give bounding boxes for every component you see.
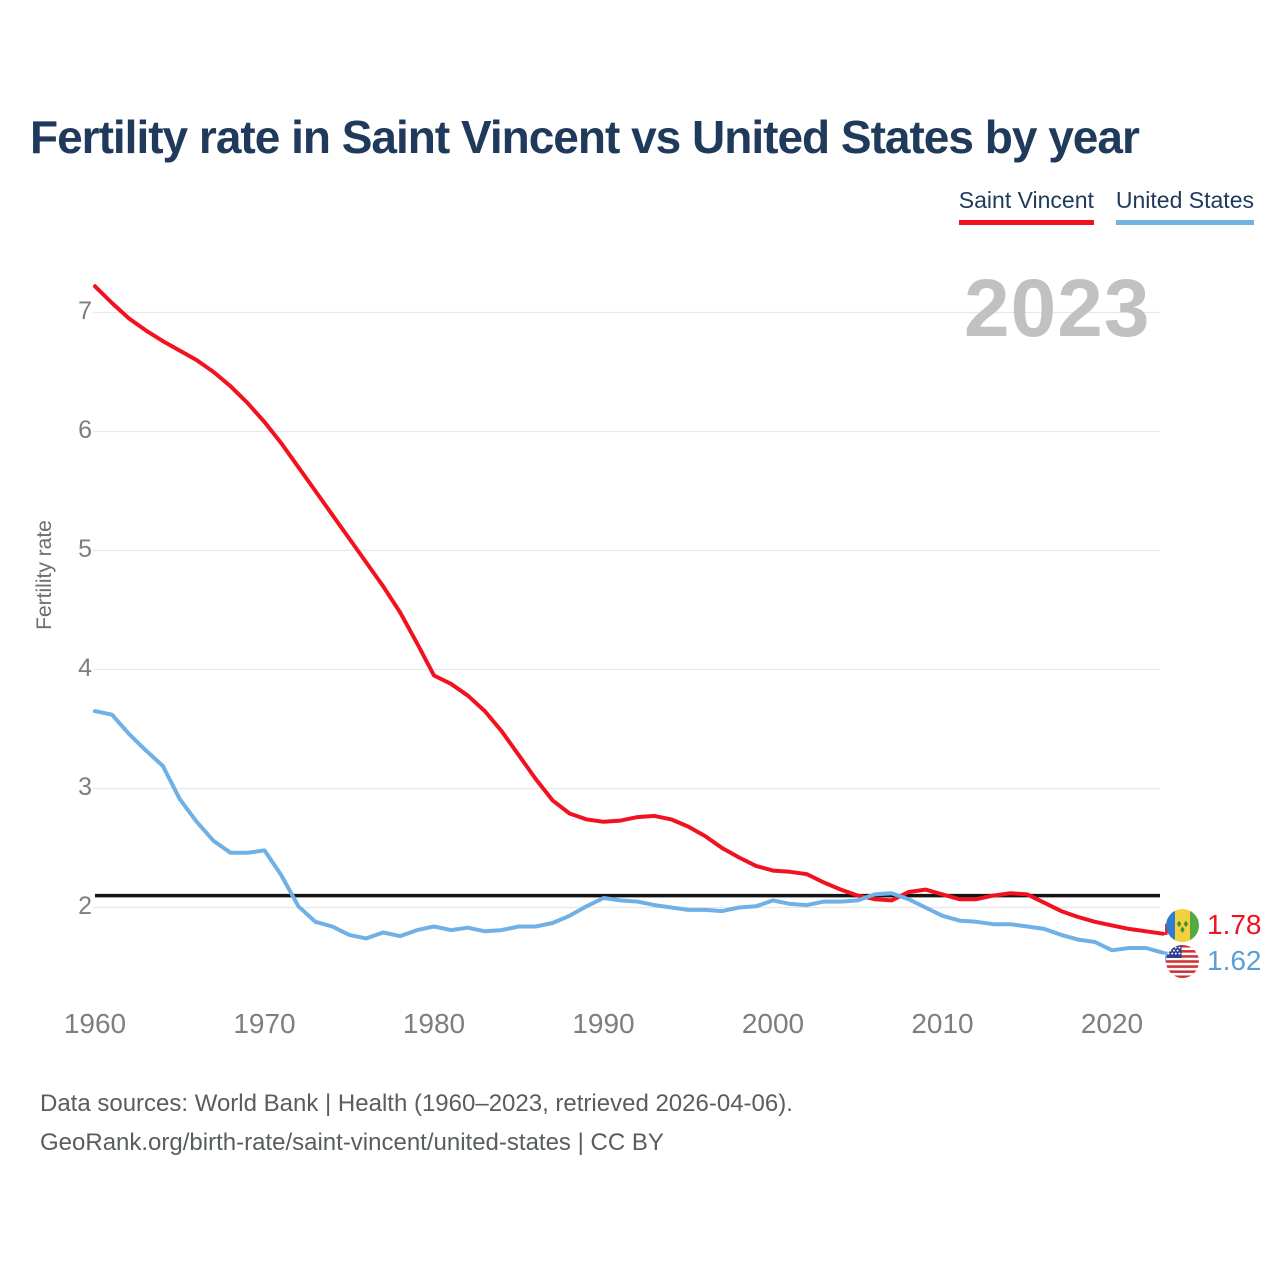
legend-item-saint-vincent[interactable]: Saint Vincent	[958, 187, 1094, 225]
year-watermark: 2023	[964, 263, 1151, 354]
legend-item-united-states[interactable]: United States	[1115, 187, 1254, 225]
saint-vincent-line	[93, 284, 1165, 936]
saint-vincent-flag-icon	[1166, 908, 1199, 942]
united-states-flag-icon	[1166, 944, 1199, 978]
attribution-line: GeoRank.org/birth-rate/saint-vincent/uni…	[40, 1129, 664, 1156]
data-sources-line: Data sources: World Bank | Health (1960–…	[40, 1090, 793, 1117]
united-states-line	[93, 709, 1165, 955]
end-value-united-states: 1.62	[1207, 945, 1262, 976]
end-label-saint-vincent: 1.78	[1166, 908, 1262, 942]
footer: Data sources: World Bank | Health (1960–…	[40, 1084, 793, 1162]
end-label-united-states: 1.62	[1166, 944, 1262, 978]
end-value-saint-vincent: 1.78	[1207, 909, 1262, 940]
legend: Saint Vincent United States	[958, 187, 1254, 225]
page-title: Fertility rate in Saint Vincent vs Unite…	[30, 111, 1140, 163]
legend-label-united-states: United States	[1115, 187, 1254, 213]
legend-label-saint-vincent: Saint Vincent	[958, 187, 1094, 213]
